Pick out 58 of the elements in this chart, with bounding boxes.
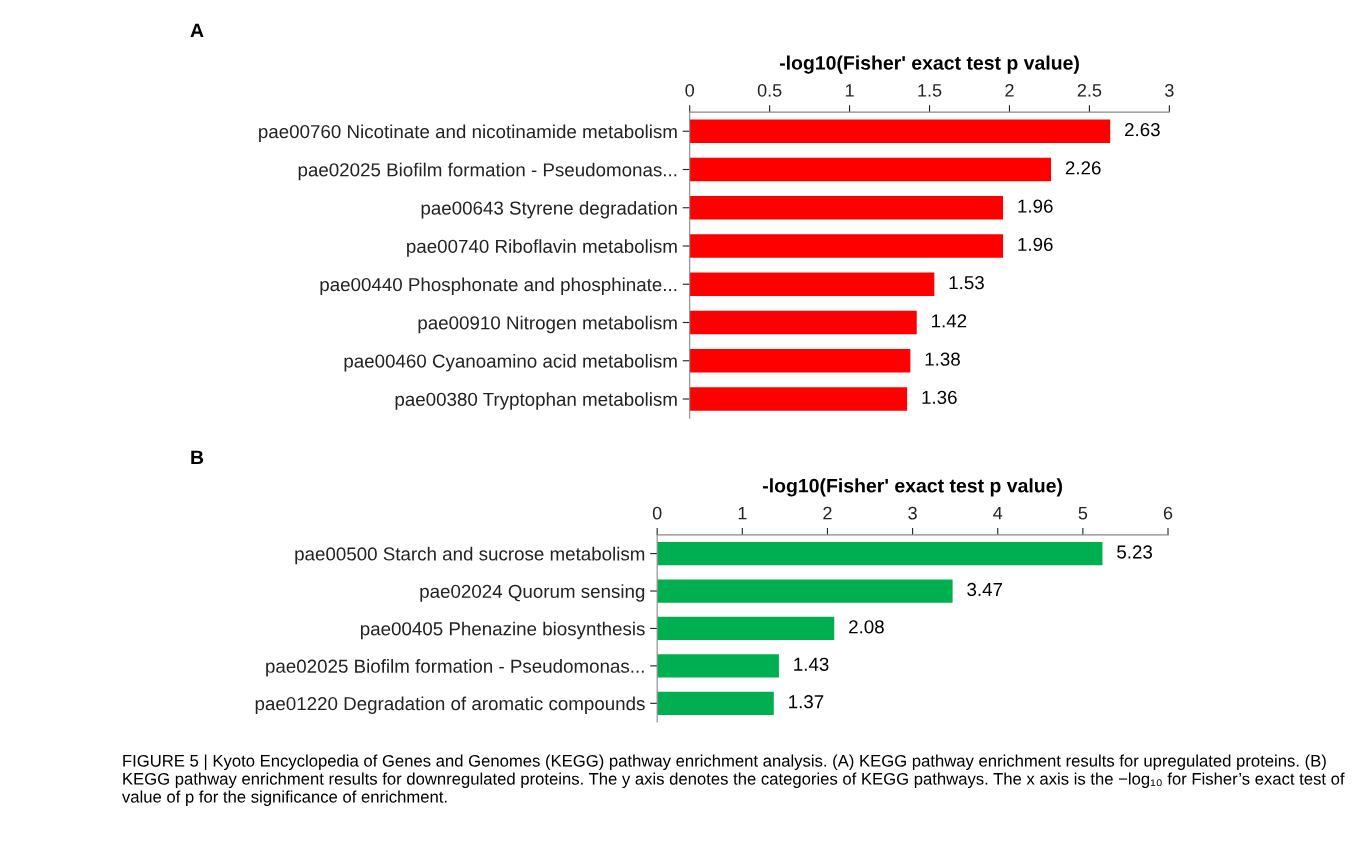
bar [689,234,1004,258]
caption: FIGURE 5 | Kyoto Encyclopedia of Genes and Genomes (KEGG) pathway enrichment analysis. (A) KEGG pathway enrichment results for upregulated proteins. (B) KEGG pathway enrichment results for downregulated proteins. The y axis denotes the categories of KEGG pathways. The x axis is the −log₁₀ for Fisher’s exact test of value of p for the significance of enrichment. [122,754,1345,806]
data-label: 2.26 [1065,161,1101,175]
data-label: 1.96 [1018,237,1053,252]
y-tick-label: pae00643 Styrene degradation [421,200,677,219]
data-label: 3.47 [967,582,1003,597]
bar [689,157,1052,182]
bar [657,579,953,603]
x-tick-label: 1.5 [918,84,942,97]
x-tick-label: 1 [738,506,747,520]
x-tick-label: 0 [652,506,662,520]
y-tick-label: pae00380 Tryptophan metabolism [395,392,677,410]
data-label: 1.43 [794,657,829,671]
x-tick-label: 0 [685,83,695,97]
bar [657,654,779,678]
x-tick-label: 2.5 [1077,83,1102,97]
bar [657,542,1103,566]
data-label: 1.42 [932,314,967,328]
y-tick-label: pae00500 Starch and sucrose metabolism [295,546,645,565]
y-tick-label: pae00760 Nicotinate and nicotinamide metabolism [259,124,677,142]
x-axis-title: -log10(Fisher' exact test p value) [763,478,1062,497]
text: B [191,450,204,465]
x-tick-label: 1 [845,84,854,97]
y-tick-label: pae02025 Biofilm formation - Pseudomonas... [298,162,677,181]
bar [689,272,935,297]
data-label: 1.37 [789,695,824,709]
x-tick-label: 2 [823,506,832,520]
y-tick-label: pae02024 Quorum sensing [420,584,645,602]
bar [657,691,774,715]
bar [689,348,911,373]
x-tick-label: 4 [993,506,1003,520]
y-tick-label: pae01220 Degradation of aromatic compounds [255,696,645,714]
bar [689,387,908,411]
data-label: 2.63 [1125,123,1160,137]
x-tick-label: 2 [1005,83,1014,97]
data-label: 1.38 [925,352,960,366]
data-label: 1.53 [949,276,984,290]
y-tick-label: pae00910 Nitrogen metabolism [418,315,677,334]
bar [689,119,1111,144]
x-tick-label: 3 [908,506,917,520]
bar [657,616,835,641]
x-tick-label: 3 [1165,83,1174,97]
text: A [190,23,204,38]
x-tick-label: 5 [1078,506,1088,520]
data-label: 5.23 [1117,545,1153,559]
x-tick-label: 6 [1163,506,1173,520]
data-label: 2.08 [849,620,884,634]
y-tick-label: pae02025 Biofilm formation - Pseudomonas... [266,659,644,677]
x-tick-label: 0.5 [757,83,782,97]
y-tick-label: pae00740 Riboflavin metabolism [407,239,677,257]
data-label: 1.96 [1018,199,1053,213]
y-tick-label: pae00440 Phosphonate and phosphinate... [320,277,677,295]
bar [689,310,917,335]
bar [689,195,1004,220]
y-tick-label: pae00460 Cyanoamino acid metabolism [344,353,677,372]
y-tick-label: pae00405 Phenazine biosynthesis [360,621,645,640]
data-label: 1.36 [922,390,957,405]
x-axis-title: -log10(Fisher' exact test p value) [779,55,1079,74]
